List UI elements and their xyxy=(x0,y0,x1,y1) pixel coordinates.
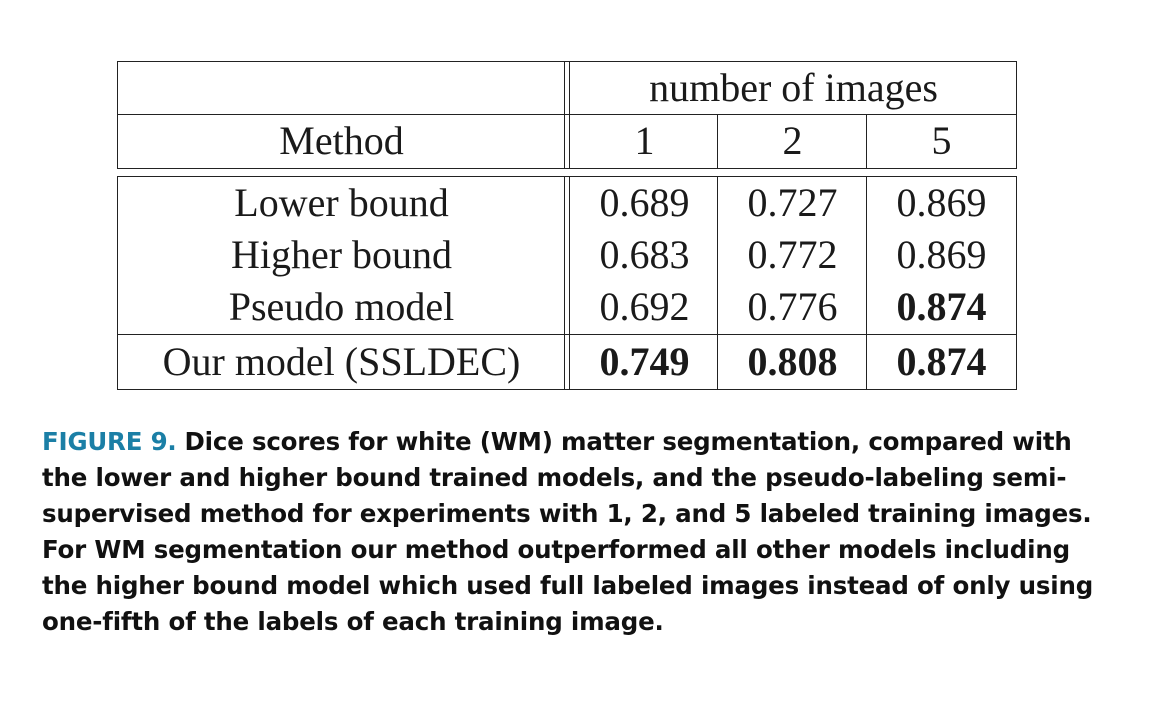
column-header-1: 1 xyxy=(634,118,655,163)
figure-label: FIGURE 9. xyxy=(42,427,177,456)
header-divider xyxy=(118,114,1016,115)
table-row: Lower bound 0.689 0.727 0.869 xyxy=(118,177,1016,229)
value-cell: 0.689 xyxy=(599,180,690,225)
double-rule-left xyxy=(564,62,565,168)
method-header: Method xyxy=(279,118,404,163)
value-cell-best: 0.808 xyxy=(747,339,838,384)
value-cell: 0.776 xyxy=(747,284,838,329)
column-header-row: Method 1 2 5 xyxy=(118,114,1016,168)
table-row: Higher bound 0.683 0.772 0.869 xyxy=(118,229,1016,281)
col-divider-1-2 xyxy=(717,177,718,389)
value-cell: 0.683 xyxy=(599,232,690,277)
value-cell: 0.869 xyxy=(896,232,987,277)
method-cell: Pseudo model xyxy=(228,284,455,329)
column-header-2: 2 xyxy=(782,118,803,163)
table-row: Pseudo model 0.692 0.776 0.874 xyxy=(118,281,1016,333)
group-header-row: number of images xyxy=(118,62,1016,114)
value-cell: 0.869 xyxy=(896,180,987,225)
table-row: Our model (SSLDEC) 0.749 0.808 0.874 xyxy=(118,335,1016,389)
figure-caption: FIGURE 9. Dice scores for white (WM) matt… xyxy=(42,424,1117,640)
method-cell: Lower bound xyxy=(234,180,449,225)
col-divider-1-2 xyxy=(717,114,718,168)
value-cell-best: 0.874 xyxy=(896,339,987,384)
value-cell: 0.727 xyxy=(747,180,838,225)
value-cell-best: 0.749 xyxy=(599,339,690,384)
final-row-divider xyxy=(118,334,1016,335)
double-rule-right xyxy=(569,62,570,168)
double-rule-left xyxy=(564,177,565,389)
value-cell: 0.772 xyxy=(747,232,838,277)
table-body-block: Lower bound 0.689 0.727 0.869 Higher bou… xyxy=(117,176,1017,390)
method-cell: Higher bound xyxy=(230,232,453,277)
double-rule-right xyxy=(569,177,570,389)
column-header-5: 5 xyxy=(931,118,952,163)
col-divider-2-5 xyxy=(866,177,867,389)
value-cell-best: 0.874 xyxy=(896,284,987,329)
group-header: number of images xyxy=(649,65,938,110)
col-divider-2-5 xyxy=(866,114,867,168)
value-cell: 0.692 xyxy=(599,284,690,329)
table-header-block: number of images Method 1 2 5 xyxy=(117,61,1017,169)
method-cell: Our model (SSLDEC) xyxy=(162,339,521,384)
caption-text: Dice scores for white (WM) matter segmen… xyxy=(42,427,1094,636)
